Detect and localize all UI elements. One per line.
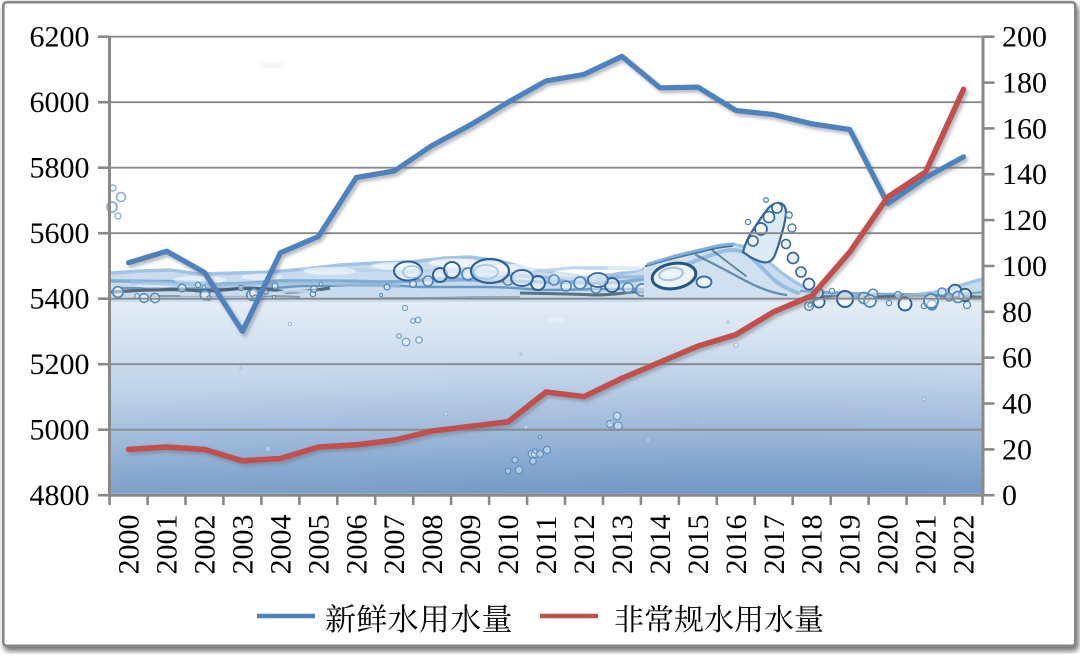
svg-text:2004: 2004 (264, 515, 297, 575)
svg-text:6200: 6200 (30, 21, 90, 54)
svg-text:2011: 2011 (530, 516, 563, 575)
svg-text:2012: 2012 (568, 515, 601, 575)
svg-text:5200: 5200 (30, 348, 90, 381)
svg-text:2009: 2009 (454, 515, 487, 575)
svg-text:2010: 2010 (492, 515, 525, 575)
svg-text:2008: 2008 (416, 515, 449, 575)
svg-text:6000: 6000 (30, 86, 90, 119)
svg-text:2016: 2016 (720, 515, 753, 575)
svg-text:60: 60 (1002, 342, 1032, 375)
svg-text:2019: 2019 (834, 515, 867, 575)
svg-text:2007: 2007 (378, 515, 411, 575)
svg-text:5000: 5000 (30, 414, 90, 447)
svg-text:120: 120 (1002, 204, 1047, 237)
svg-text:5800: 5800 (30, 152, 90, 185)
svg-text:2014: 2014 (644, 515, 677, 575)
svg-text:2020: 2020 (872, 515, 905, 575)
svg-text:0: 0 (1002, 479, 1017, 512)
svg-text:2013: 2013 (606, 515, 639, 575)
svg-text:2001: 2001 (151, 515, 184, 575)
svg-text:5400: 5400 (30, 283, 90, 316)
svg-text:20: 20 (1002, 433, 1032, 466)
svg-text:160: 160 (1002, 112, 1047, 145)
svg-text:2006: 2006 (340, 515, 373, 575)
svg-text:5600: 5600 (30, 217, 90, 250)
svg-text:200: 200 (1002, 21, 1047, 54)
svg-text:2022: 2022 (948, 515, 981, 575)
svg-text:80: 80 (1002, 296, 1032, 329)
svg-text:2015: 2015 (682, 515, 715, 575)
svg-text:40: 40 (1002, 388, 1032, 421)
svg-text:2003: 2003 (226, 515, 259, 575)
svg-text:4800: 4800 (30, 479, 90, 512)
svg-text:2021: 2021 (910, 515, 943, 575)
svg-text:2005: 2005 (302, 515, 335, 575)
svg-text:100: 100 (1002, 250, 1047, 283)
svg-text:2002: 2002 (189, 515, 222, 575)
svg-text:2018: 2018 (796, 515, 829, 575)
svg-text:2017: 2017 (758, 515, 791, 575)
svg-text:180: 180 (1002, 67, 1047, 100)
svg-text:2000: 2000 (113, 515, 146, 575)
svg-text:140: 140 (1002, 158, 1047, 191)
